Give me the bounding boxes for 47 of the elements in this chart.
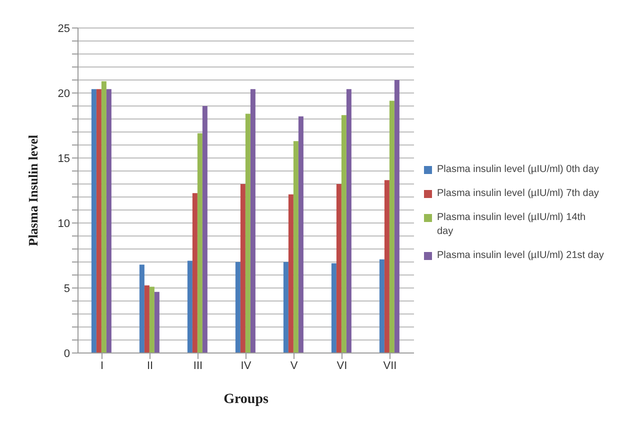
bar (245, 114, 250, 353)
legend-label: Plasma insulin level (µIU/ml) 21st day (437, 249, 604, 263)
bar (202, 106, 208, 353)
bar (288, 194, 294, 353)
bar (197, 133, 202, 353)
y-axis-title: Plasma Insulin level (26, 134, 41, 246)
bar (101, 81, 106, 353)
y-tick-label: 0 (64, 348, 70, 360)
bar (384, 180, 390, 353)
bar (139, 264, 144, 353)
bar (235, 262, 240, 353)
bar (96, 89, 102, 353)
bar (240, 184, 246, 353)
legend-label: Plasma insulin level (µIU/ml) 7th day (437, 187, 599, 201)
x-tick-label: I (100, 360, 104, 372)
bar (346, 89, 352, 353)
bar (250, 89, 256, 353)
y-tick-label: 25 (58, 22, 70, 35)
y-tick-label: 5 (64, 282, 70, 295)
bar (336, 184, 342, 353)
bar (283, 262, 288, 353)
bar (91, 89, 96, 353)
x-tick-label: VII (383, 360, 397, 372)
bar (379, 259, 384, 353)
legend-label: Plasma insulin level (µIU/ml) 0th day (437, 163, 599, 177)
bar (331, 263, 336, 353)
bar (293, 141, 298, 353)
bar (298, 116, 304, 353)
bar (394, 80, 400, 353)
x-tick-label: II (146, 360, 154, 372)
bar (187, 260, 192, 353)
y-tick-label: 15 (58, 152, 70, 165)
bar (144, 285, 150, 353)
bar (192, 193, 198, 353)
bar (341, 115, 346, 353)
y-tick-label: 20 (58, 88, 70, 100)
legend-label: Plasma insulin level (µIU/ml) 14th day (437, 211, 587, 239)
bar (389, 100, 394, 353)
x-axis-title: Groups (224, 392, 269, 407)
y-tick-label: 10 (58, 218, 70, 230)
bar (106, 89, 112, 353)
bar (149, 286, 154, 353)
x-tick-label: V (290, 360, 298, 372)
x-tick-label: III (193, 360, 203, 372)
x-tick-label: IV (240, 360, 252, 372)
bar (154, 292, 160, 353)
x-tick-label: VI (336, 360, 348, 372)
